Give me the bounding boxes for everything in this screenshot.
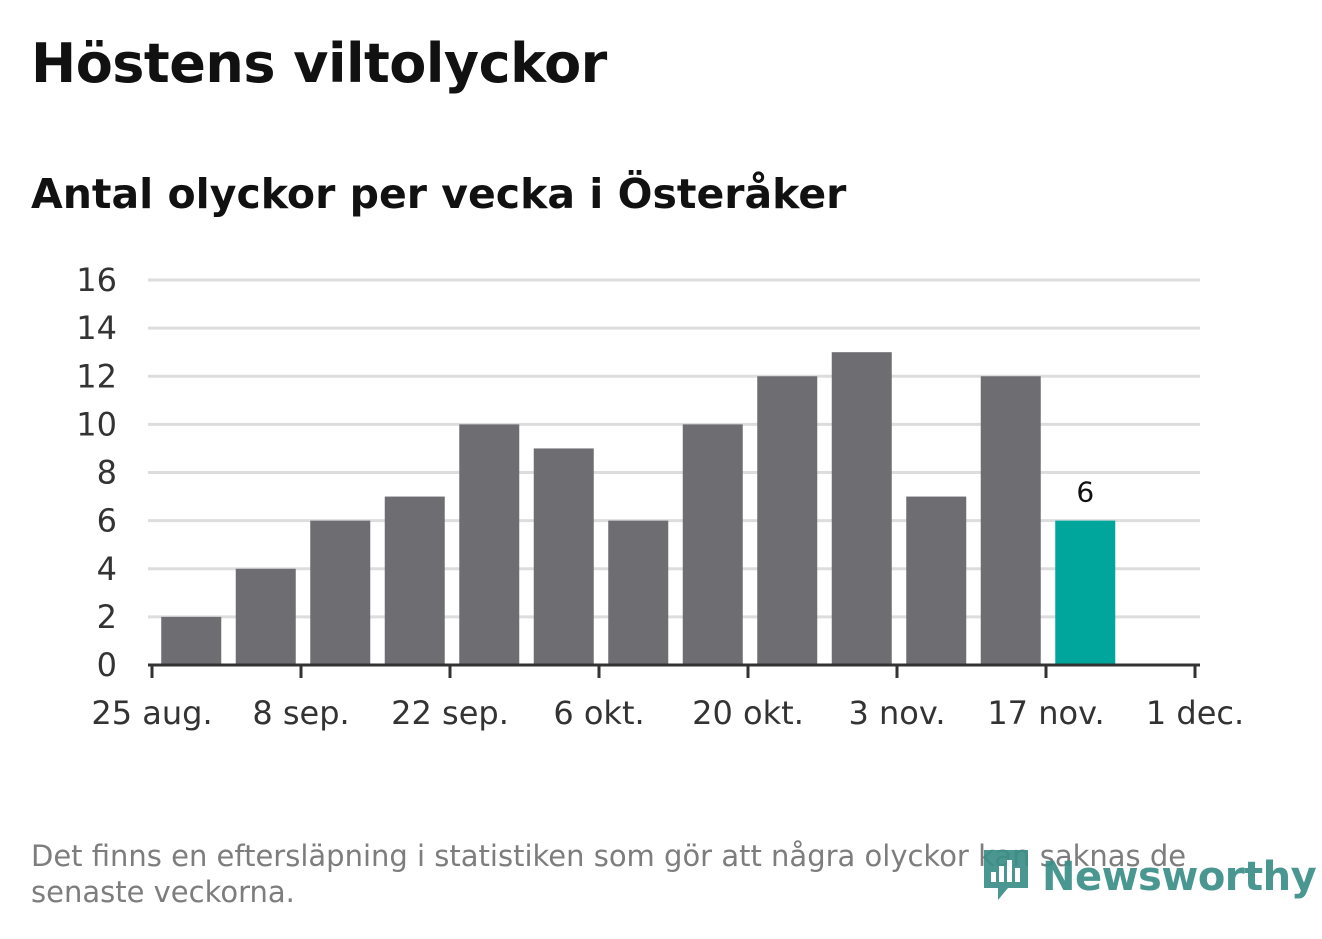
y-axis-ticks: 0 2 4 6 8 10 12 14 16 [76, 261, 117, 684]
gridlines [148, 278, 1200, 619]
bar [906, 496, 967, 665]
x-tick-label: 20 okt. [692, 694, 804, 732]
bar [161, 616, 222, 665]
x-tick-label: 3 nov. [848, 694, 945, 732]
data-labels: 6 [1076, 476, 1094, 509]
x-tick-label: 22 sep. [391, 694, 509, 732]
y-tick-label: 16 [76, 261, 117, 299]
x-tick-label: 25 aug. [91, 694, 212, 732]
x-tick-label: 6 okt. [553, 694, 644, 732]
bar [757, 376, 818, 665]
bar [235, 568, 296, 665]
y-tick-label: 14 [76, 309, 117, 347]
y-tick-label: 0 [97, 646, 117, 684]
y-tick-label: 8 [97, 454, 117, 492]
bars [161, 352, 1116, 665]
x-tick-label: 1 dec. [1146, 694, 1244, 732]
newsworthy-logo[interactable]: Newsworthy [980, 846, 1317, 908]
newsworthy-logo-icon [980, 846, 1032, 908]
bar [831, 352, 892, 665]
y-tick-label: 4 [97, 550, 117, 588]
chart-title: Höstens viltolyckor [31, 32, 607, 95]
bar [608, 520, 669, 665]
x-tick-label: 17 nov. [987, 694, 1104, 732]
y-tick-label: 6 [97, 502, 117, 540]
bar [533, 448, 594, 665]
newsworthy-logo-text: Newsworthy [1042, 854, 1317, 900]
bar [384, 496, 445, 665]
bar [980, 376, 1041, 665]
y-tick-label: 12 [76, 357, 117, 395]
bar [682, 424, 743, 665]
x-tick-label: 8 sep. [252, 694, 349, 732]
bar-highlight [1055, 520, 1116, 665]
chart-subtitle: Antal olyckor per vecka i Österåker [31, 170, 847, 218]
y-tick-label: 10 [76, 405, 117, 443]
x-axis-ticks: 25 aug. 8 sep. 22 sep. 6 okt. 20 okt. 3 nov. 1… [91, 665, 1244, 732]
y-tick-label: 2 [97, 598, 117, 636]
bar [310, 520, 371, 665]
bar [459, 424, 520, 665]
data-label: 6 [1076, 476, 1094, 509]
